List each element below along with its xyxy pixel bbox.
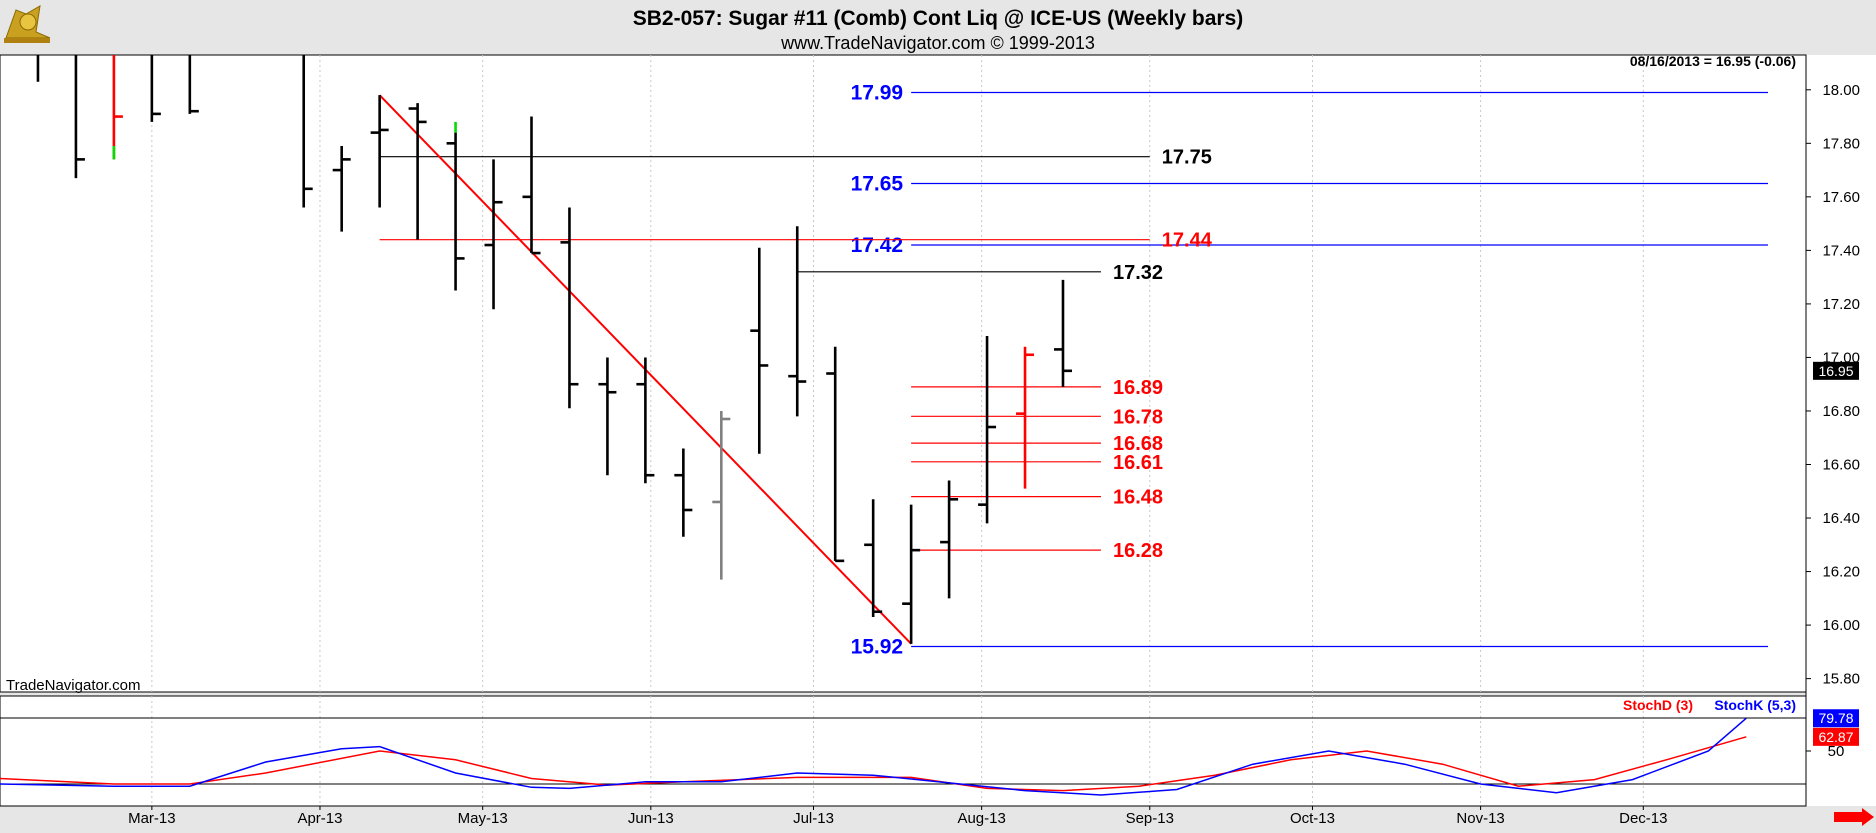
date-tick-label: Aug-13 — [957, 810, 1005, 827]
price-plot-area — [0, 54, 1807, 693]
level-lines: 17.99 17.65 17.42 15.92 17.75 17.44 17.32 16.89… — [379, 81, 1769, 659]
stochastic-panel: 50 79.78 62.87 — [0, 709, 1859, 796]
stoch-tick-label: 50 — [1828, 743, 1845, 760]
price-tick-label: 16.60 — [1822, 457, 1860, 474]
level-label: 16.89 — [1113, 377, 1163, 399]
scroll-right-arrow-icon[interactable] — [1834, 808, 1874, 826]
chart-subtitle: www.TradeNavigator.com © 1999-2013 — [780, 33, 1095, 53]
stoch-k-legend: StochK (5,3) — [1714, 697, 1796, 713]
price-tick-label: 17.60 — [1822, 189, 1860, 206]
level-label: 17.44 — [1162, 230, 1213, 252]
stoch-d-legend: StochD (3) — [1623, 697, 1693, 713]
date-tick-label: Jul-13 — [793, 810, 834, 827]
stoch-d-value: 62.87 — [1818, 729, 1853, 745]
level-label: 17.65 — [851, 172, 904, 195]
stoch-line — [0, 717, 1747, 796]
price-bars — [36, 55, 1072, 644]
price-tick-label: 16.00 — [1822, 617, 1860, 634]
date-tick-label: Sep-13 — [1126, 810, 1174, 827]
stoch-k-value: 79.78 — [1818, 710, 1853, 726]
date-tick-label: Apr-13 — [297, 810, 342, 827]
level-label: 16.61 — [1113, 452, 1163, 474]
price-tick-label: 15.80 — [1822, 671, 1860, 688]
stoch-d-value-box — [1813, 727, 1859, 746]
date-tick-label: Nov-13 — [1456, 810, 1504, 827]
level-label: 16.78 — [1113, 406, 1163, 428]
date-tick-label: Mar-13 — [128, 810, 176, 827]
level-label: 16.48 — [1113, 487, 1163, 509]
price-axis-ticks: 15.8016.0016.2016.4016.6016.8017.0017.20… — [1806, 82, 1860, 688]
level-label: 17.32 — [1113, 262, 1163, 284]
level-label: 16.68 — [1113, 433, 1163, 455]
price-tick-label: 18.00 — [1822, 82, 1860, 99]
price-tick-label: 16.40 — [1822, 510, 1860, 527]
last-price-marker — [1813, 361, 1859, 380]
level-label: 17.42 — [851, 234, 904, 257]
chart-title: SB2-057: Sugar #11 (Comb) Cont Liq @ ICE… — [633, 7, 1244, 30]
price-tick-label: 17.40 — [1822, 242, 1860, 259]
stoch-k-value-box — [1813, 709, 1859, 728]
stochastic-plot-area — [0, 695, 1807, 807]
price-tick-label: 16.20 — [1822, 564, 1860, 581]
price-axis — [1806, 55, 1876, 806]
date-tick-label: May-13 — [458, 810, 508, 827]
price-tick-label: 17.20 — [1822, 296, 1860, 313]
date-tick-label: Jun-13 — [628, 810, 674, 827]
date-tick-label: Oct-13 — [1290, 810, 1335, 827]
date-axis: Mar-13 Apr-13 May-13 Jun-13 Jul-13 Aug-13 Sep-… — [128, 806, 1667, 827]
watermark: TradeNavigator.com — [6, 677, 141, 694]
last-quote: 08/16/2013 = 16.95 (-0.06) — [1630, 53, 1796, 69]
grid — [151, 55, 1644, 806]
level-label: 16.28 — [1113, 540, 1163, 562]
trade-navigator-logo — [4, 5, 51, 43]
date-tick-label: Dec-13 — [1619, 810, 1667, 827]
last-price-label: 16.95 — [1818, 363, 1853, 379]
level-label: 17.99 — [851, 81, 904, 104]
price-tick-label: 16.80 — [1822, 403, 1860, 420]
price-tick-label: 17.80 — [1822, 135, 1860, 152]
level-label: 17.75 — [1162, 147, 1212, 169]
level-label: 15.92 — [851, 636, 904, 659]
